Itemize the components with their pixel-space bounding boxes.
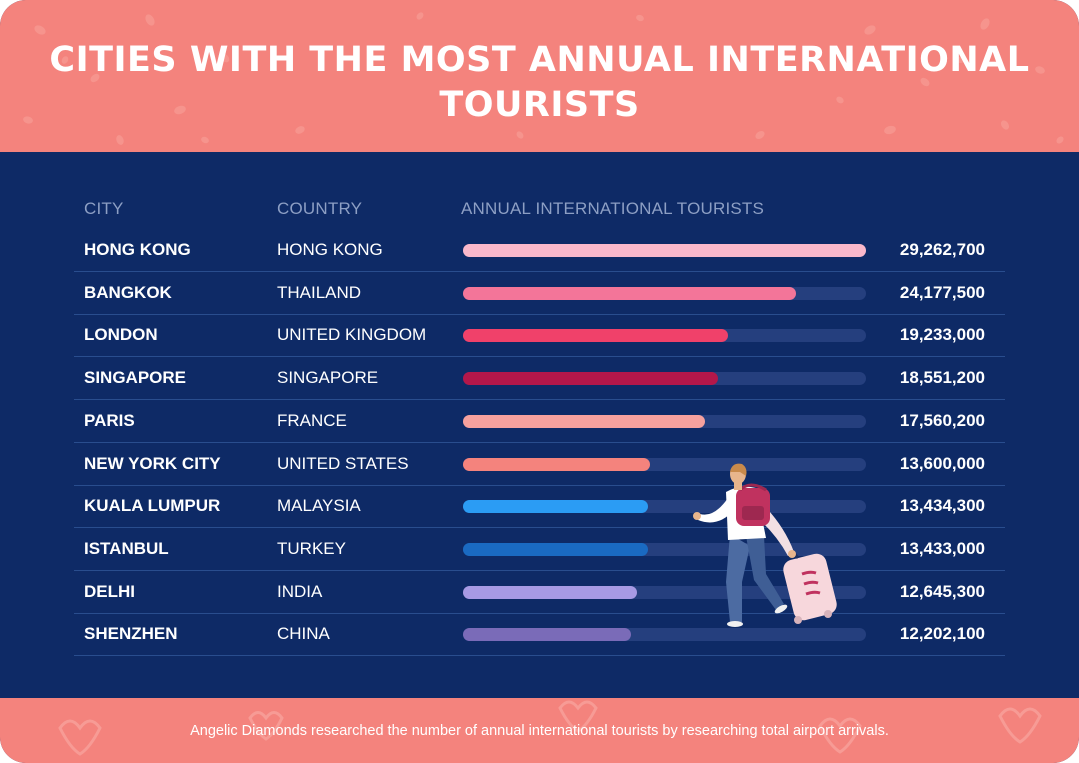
bar-track <box>463 414 866 428</box>
bar <box>463 286 796 300</box>
bar-track <box>463 286 866 300</box>
country-label: INDIA <box>277 581 323 601</box>
value-label: 18,551,200 <box>899 368 985 388</box>
table-row: LONDON UNITED KINGDOM 19,233,000 <box>74 314 1005 358</box>
city-label: PARIS <box>84 410 135 430</box>
value-label: 29,262,700 <box>899 240 985 259</box>
value-label: 17,560,200 <box>899 410 985 430</box>
table-row: SINGAPORE SINGAPORE 18,551,200 <box>74 357 1005 401</box>
bar <box>463 542 648 556</box>
bar <box>463 457 651 471</box>
value-label: 19,233,000 <box>899 325 985 345</box>
column-header-tourists: ANNUAL INTERNATIONAL TOURISTS <box>461 199 765 218</box>
table-row: DELHI INDIA 12,645,300 <box>74 571 1005 614</box>
value-label: 13,600,000 <box>899 453 985 473</box>
heart-pattern-footer <box>58 700 1042 756</box>
bar-track <box>463 329 866 343</box>
column-header-country: COUNTRY <box>277 199 363 218</box>
country-label: MALAYSIA <box>277 496 361 516</box>
country-label: UNITED KINGDOM <box>277 325 427 345</box>
country-label: HONG KONG <box>277 240 383 259</box>
city-label: NEW YORK CITY <box>84 453 221 473</box>
table-row: BANGKOK THAILAND 24,177,500 <box>74 272 1005 315</box>
city-label: ISTANBUL <box>84 538 169 558</box>
country-label: SINGAPORE <box>277 368 379 388</box>
value-label: 12,202,100 <box>899 624 985 644</box>
bar-track <box>463 372 866 386</box>
bar <box>463 585 638 599</box>
bar <box>463 244 866 257</box>
table-row: HONG KONG HONG KONG 29,262,700 <box>74 229 1005 272</box>
bar <box>463 414 705 428</box>
header-banner: CITIES WITH THE MOST ANNUAL INTERNATIONA… <box>0 0 1079 152</box>
table-row: KUALA LUMPUR MALAYSIA 13,434,300 <box>74 485 1005 529</box>
footer-note: Angelic Diamonds researched the number o… <box>190 723 889 739</box>
table-row: ISTANBUL TURKEY 13,433,000 <box>74 528 1005 571</box>
country-label: FRANCE <box>277 410 347 430</box>
country-label: UNITED STATES <box>277 453 409 473</box>
city-label: BANGKOK <box>84 282 172 302</box>
footer-banner: Angelic Diamonds researched the number o… <box>0 698 1079 763</box>
table-row: PARIS FRANCE 17,560,200 <box>74 400 1005 443</box>
value-label: 13,433,000 <box>899 538 985 558</box>
country-label: THAILAND <box>277 282 362 302</box>
city-label: HONG KONG <box>84 240 191 259</box>
value-label: 12,645,300 <box>899 581 985 601</box>
heart-pattern <box>23 12 1064 145</box>
bar <box>463 500 648 514</box>
value-label: 24,177,500 <box>899 282 985 302</box>
bar-track <box>463 457 866 471</box>
country-label: TURKEY <box>277 538 346 558</box>
table-row: NEW YORK CITY UNITED STATES 13,600,000 <box>74 443 1005 486</box>
bar-track <box>463 542 866 556</box>
country-label: CHINA <box>277 624 330 644</box>
bar-track <box>463 244 866 257</box>
city-label: SINGAPORE <box>84 368 187 388</box>
bar <box>463 372 719 386</box>
city-label: DELHI <box>84 581 135 601</box>
city-label: SHENZHEN <box>84 624 178 644</box>
bar <box>463 628 632 642</box>
column-header-city: CITY <box>84 199 124 218</box>
traveler-illustration <box>693 463 837 627</box>
bar-track <box>463 628 866 642</box>
value-label: 13,434,300 <box>899 496 985 516</box>
table-row: SHENZHEN CHINA 12,202,100 <box>74 613 1005 657</box>
city-label: LONDON <box>84 325 158 345</box>
bar <box>463 329 728 343</box>
chart-title: CITIES WITH THE MOST ANNUAL INTERNATIONA… <box>49 40 1030 125</box>
city-label: KUALA LUMPUR <box>84 496 221 516</box>
